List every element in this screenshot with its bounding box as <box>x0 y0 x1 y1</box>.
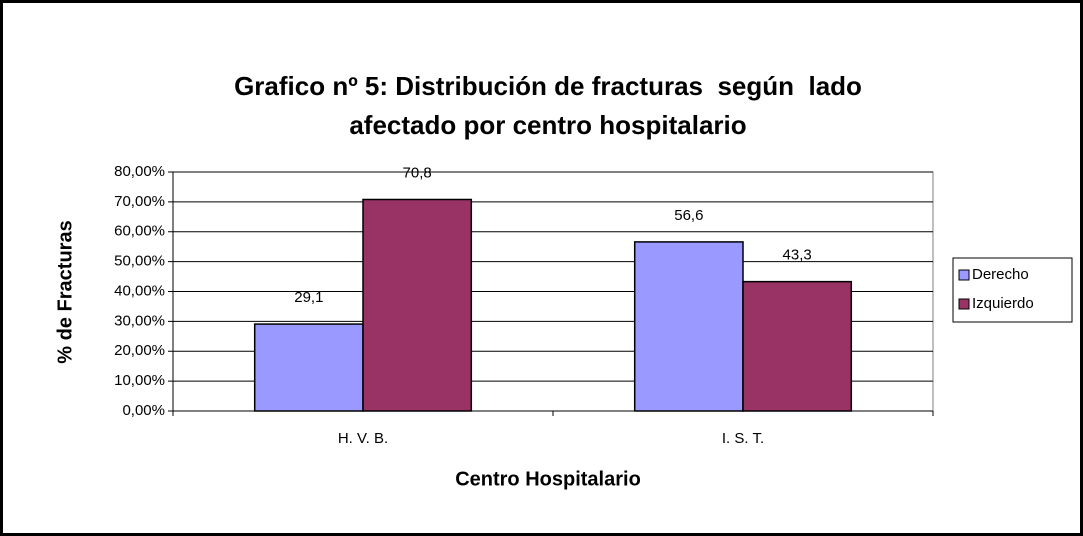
legend-label: Izquierdo <box>972 295 1034 312</box>
y-tick-label: 70,00% <box>114 193 165 210</box>
y-tick-label: 40,00% <box>114 282 165 299</box>
y-tick-label: 80,00% <box>114 163 165 180</box>
chart-title: Grafico nº 5: Distribución de fracturas … <box>234 71 862 101</box>
legend-box <box>952 257 1073 323</box>
x-tick-label: H. V. B. <box>338 430 388 447</box>
legend-label: Derecho <box>972 266 1029 283</box>
x-tick-label: I. S. T. <box>722 430 764 447</box>
y-tick-label: 20,00% <box>114 342 165 359</box>
legend-swatch <box>958 298 970 310</box>
value-label: 43,3 <box>783 247 812 264</box>
y-tick-label: 60,00% <box>114 223 165 240</box>
bar <box>742 280 853 412</box>
value-label: 56,6 <box>674 207 703 224</box>
y-tick-label: 30,00% <box>114 312 165 329</box>
y-tick-label: 10,00% <box>114 372 165 389</box>
y-tick-label: 0,00% <box>122 402 165 419</box>
x-axis-title: Centro Hospitalario <box>455 468 641 490</box>
value-label: 29,1 <box>294 289 323 306</box>
value-label: 70,8 <box>403 164 432 181</box>
y-axis-title: % de Fracturas <box>54 220 76 363</box>
legend-swatch <box>958 269 970 281</box>
y-tick-label: 50,00% <box>114 253 165 270</box>
chart-title: afectado por centro hospitalario <box>349 110 746 140</box>
bar <box>633 241 744 412</box>
bar <box>362 198 473 412</box>
bar <box>253 323 364 412</box>
